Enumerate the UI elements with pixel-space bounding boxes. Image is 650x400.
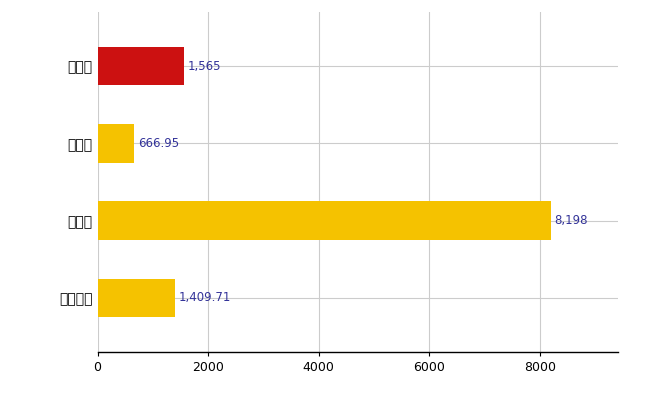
Text: 8,198: 8,198 — [554, 214, 588, 227]
Text: 1,565: 1,565 — [187, 60, 221, 72]
Text: 1,409.71: 1,409.71 — [179, 292, 231, 304]
Text: 666.95: 666.95 — [138, 137, 179, 150]
Bar — [98, 47, 184, 86]
Bar — [98, 201, 551, 240]
Bar — [98, 278, 176, 317]
Bar — [98, 124, 135, 163]
